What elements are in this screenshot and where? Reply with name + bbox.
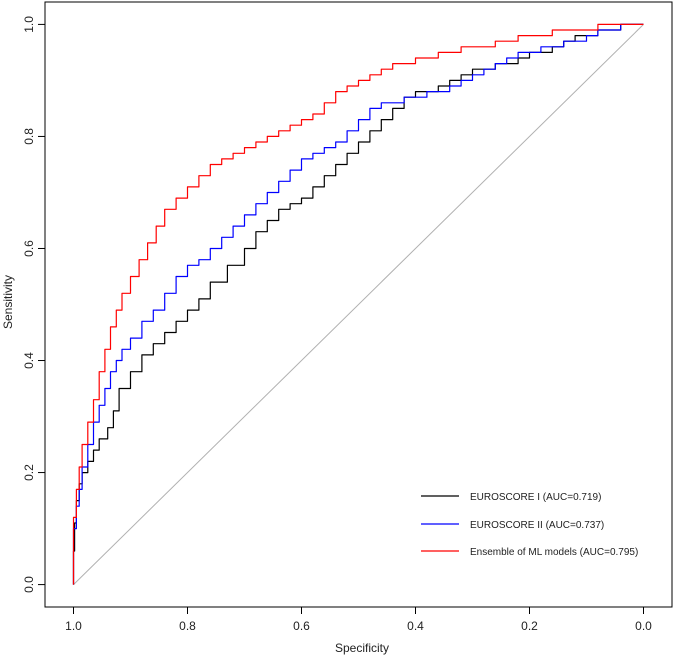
legend-label-euroscore-1: EUROSCORE I (AUC=0.719) <box>470 492 601 503</box>
y-axis-label: Sensitivity <box>1 275 15 329</box>
y-tick-label: 0.0 <box>22 576 36 593</box>
euroscore-2-curve <box>72 23 644 585</box>
x-tick-label: 0.6 <box>293 619 310 633</box>
legend-label-euroscore-2: EUROSCORE II (AUC=0.737) <box>470 520 604 531</box>
chance-diagonal-line <box>73 24 644 585</box>
ensemble-curve <box>72 23 644 585</box>
legend: EUROSCORE I (AUC=0.719) EUROSCORE II (AU… <box>421 492 638 558</box>
euroscore-1-curve <box>72 23 644 585</box>
y-axis: 0.0 0.2 0.4 0.6 0.8 1.0 <box>22 16 46 593</box>
x-axis: 1.0 0.8 0.6 0.4 0.2 0.0 <box>65 606 652 633</box>
x-tick-label: 0.2 <box>521 619 538 633</box>
x-axis-label: Specificity <box>335 641 389 655</box>
y-tick-label: 0.8 <box>22 128 36 145</box>
y-tick-label: 1.0 <box>22 16 36 33</box>
y-tick-label: 0.6 <box>22 240 36 257</box>
x-tick-label: 0.0 <box>635 619 652 633</box>
x-tick-label: 1.0 <box>65 619 82 633</box>
y-tick-label: 0.2 <box>22 464 36 481</box>
x-tick-label: 0.8 <box>179 619 196 633</box>
y-tick-label: 0.4 <box>22 352 36 369</box>
x-tick-label: 0.4 <box>407 619 424 633</box>
legend-label-ensemble: Ensemble of ML models (AUC=0.795) <box>470 547 638 558</box>
series-layer <box>72 23 644 585</box>
